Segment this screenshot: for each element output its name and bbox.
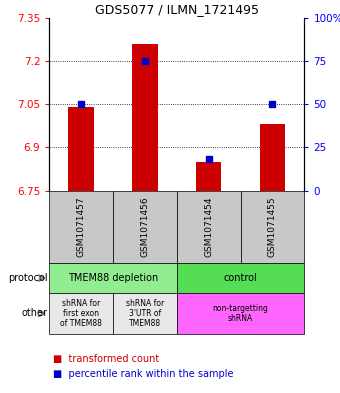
Bar: [49, 293, 113, 334]
Bar: [260, 124, 285, 191]
Text: shRNA for
3'UTR of
TMEM88: shRNA for 3'UTR of TMEM88: [126, 299, 164, 328]
Text: protocol: protocol: [8, 273, 48, 283]
Bar: [113, 293, 177, 334]
Bar: [177, 263, 304, 293]
Text: ■  percentile rank within the sample: ■ percentile rank within the sample: [53, 369, 233, 379]
Text: ■  transformed count: ■ transformed count: [53, 354, 159, 364]
Bar: [49, 191, 113, 263]
Bar: [113, 191, 177, 263]
Bar: [68, 107, 94, 191]
Text: GSM1071455: GSM1071455: [268, 196, 277, 257]
Bar: [177, 191, 241, 263]
Text: shRNA for
first exon
of TMEM88: shRNA for first exon of TMEM88: [60, 299, 102, 328]
Bar: [196, 162, 221, 191]
Text: GSM1071456: GSM1071456: [140, 196, 149, 257]
Text: non-targetting
shRNA: non-targetting shRNA: [212, 304, 269, 323]
Text: TMEM88 depletion: TMEM88 depletion: [68, 273, 158, 283]
Text: GSM1071457: GSM1071457: [77, 196, 86, 257]
Bar: [49, 263, 177, 293]
Bar: [132, 44, 158, 191]
Bar: [177, 293, 304, 334]
Title: GDS5077 / ILMN_1721495: GDS5077 / ILMN_1721495: [95, 4, 259, 17]
Text: other: other: [22, 309, 48, 318]
Bar: [241, 191, 304, 263]
Text: control: control: [224, 273, 257, 283]
Text: GSM1071454: GSM1071454: [204, 197, 213, 257]
